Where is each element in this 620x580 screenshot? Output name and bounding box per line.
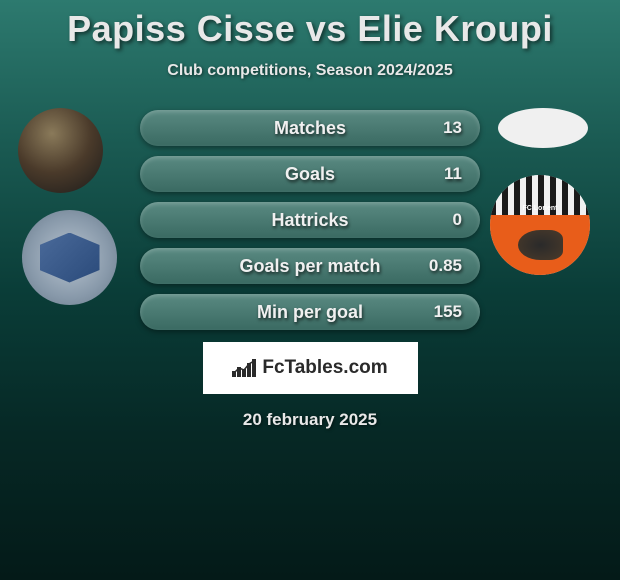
logo-box: FcTables.com: [203, 342, 418, 394]
stat-label: Matches: [158, 118, 462, 139]
stat-value-right: 155: [434, 302, 462, 322]
stat-value-right: 11: [444, 164, 462, 184]
club-left-badge: [22, 210, 117, 305]
stat-label: Hattricks: [158, 210, 462, 231]
stat-value-right: 0.85: [429, 256, 462, 276]
stat-label: Min per goal: [158, 302, 462, 323]
club-right-label: FC Lorient: [490, 205, 590, 212]
club-right-badge: FC Lorient: [490, 175, 590, 275]
stat-row-matches: Matches 13: [140, 110, 480, 146]
bar-chart-icon: [232, 359, 256, 377]
stat-value-right: 13: [443, 118, 462, 138]
stat-row-min-per-goal: Min per goal 155: [140, 294, 480, 330]
stat-label: Goals per match: [158, 256, 462, 277]
player-right-avatar: [498, 108, 588, 148]
stat-value-right: 0: [453, 210, 462, 230]
lorient-fish-icon: [518, 230, 563, 260]
logo-text: FcTables.com: [262, 357, 387, 379]
page-title: Papiss Cisse vs Elie Kroupi: [0, 0, 620, 50]
player-left-avatar: [18, 108, 103, 193]
comparison-content: Amiens FC Lorient Matches 13 Goals 11 Ha…: [0, 110, 620, 430]
amiens-crest-icon: [40, 233, 100, 283]
date-text: 20 february 2025: [0, 410, 620, 430]
stat-row-hattricks: Hattricks 0: [140, 202, 480, 238]
stats-container: Matches 13 Goals 11 Hattricks 0 Goals pe…: [140, 110, 480, 330]
subtitle: Club competitions, Season 2024/2025: [0, 62, 620, 80]
stat-label: Goals: [158, 164, 462, 185]
stat-row-goals-per-match: Goals per match 0.85: [140, 248, 480, 284]
stat-row-goals: Goals 11: [140, 156, 480, 192]
lorient-orange-icon: [490, 215, 590, 275]
